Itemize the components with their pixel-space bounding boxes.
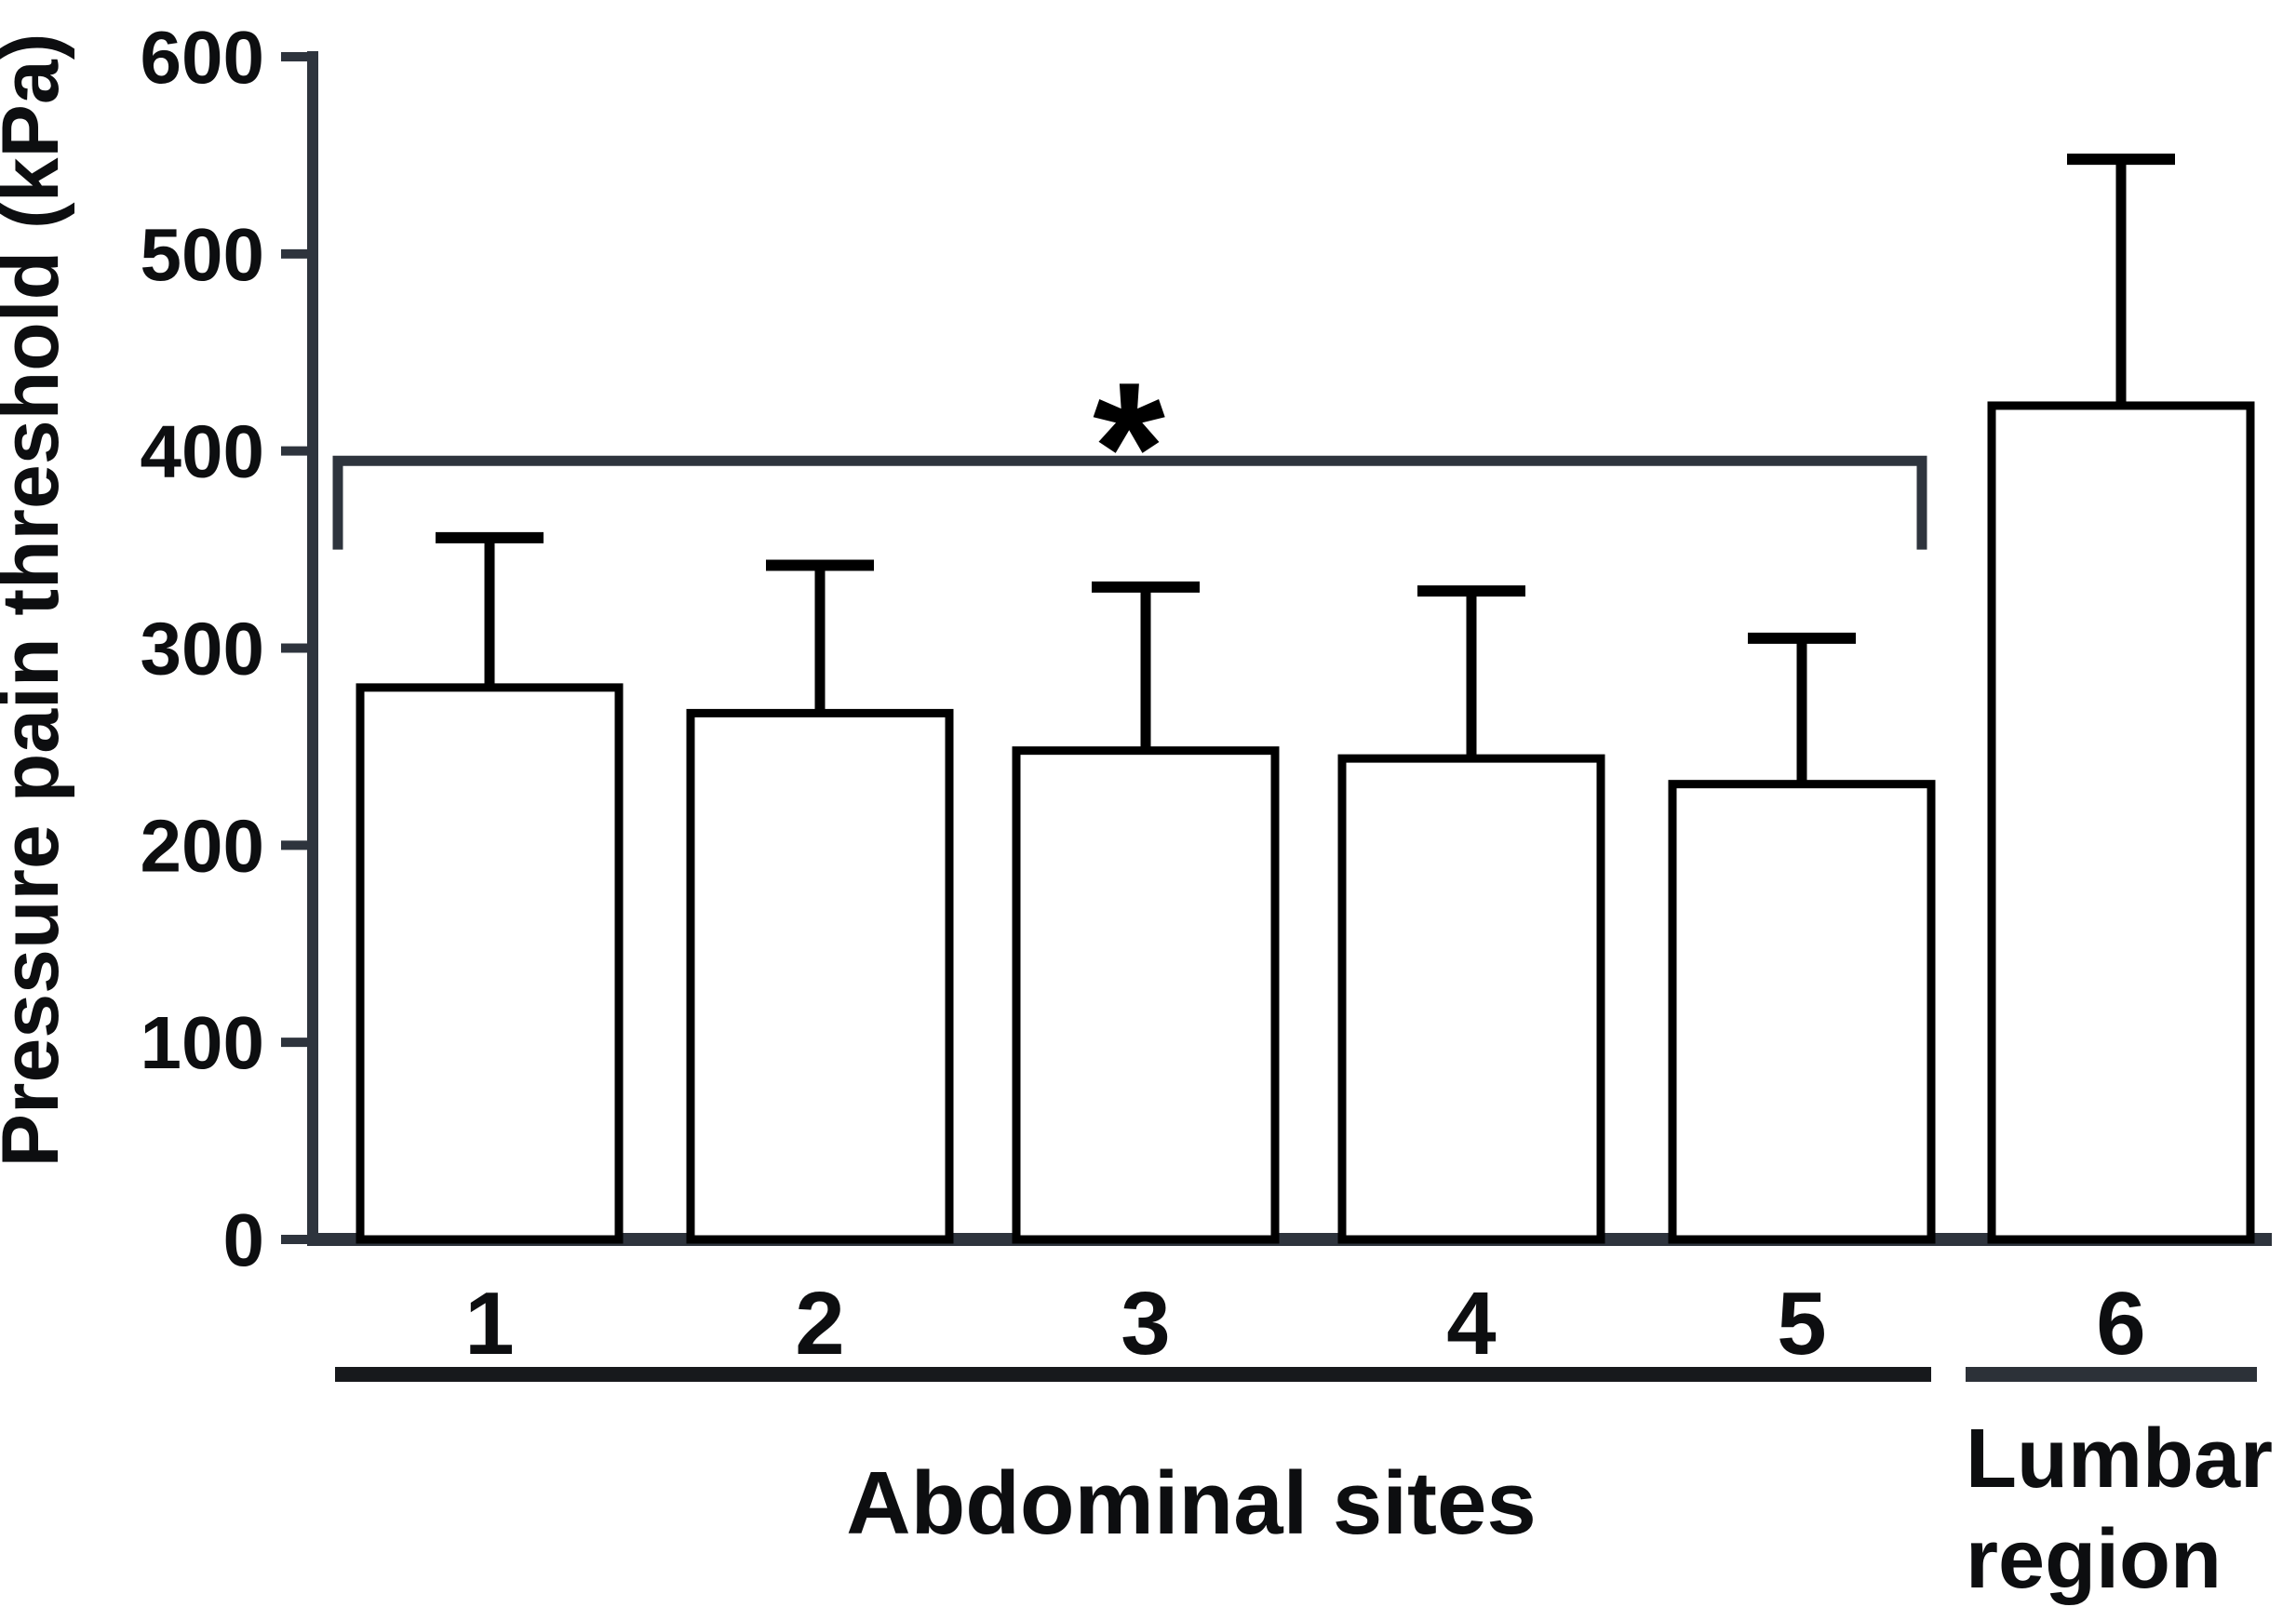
category-label-3: 3 [1121,1274,1170,1373]
lumbar-group-label: Lumbar region [1966,1413,2296,1606]
category-label-4: 4 [1446,1274,1496,1373]
y-tick-label: 200 [141,804,264,887]
bar-site-2 [686,708,954,1244]
category-label-5: 5 [1777,1274,1826,1373]
abdominal-group-label: Abdominal sites [846,1453,1536,1553]
bar-site-4 [1337,754,1605,1244]
y-axis-label: Pressure pain threshold (kPa) [0,33,75,1168]
bar-site-1 [356,683,624,1244]
bar-site-3 [1012,746,1280,1244]
y-tick-label: 100 [141,1001,264,1084]
y-tick-label: 400 [141,410,264,493]
significance-bracket [332,455,1927,550]
y-tick-label: 300 [141,608,264,690]
y-tick-label: 600 [141,16,264,99]
bar-site-5 [1668,780,1936,1244]
lumbar-group-label-line1: Lumbar [1966,1413,2273,1506]
y-tick-label: 500 [141,213,264,296]
bar-site-6 [1987,401,2255,1244]
category-label-6: 6 [2096,1274,2145,1373]
significance-asterisk: * [1093,344,1165,552]
bar-series: 1 2 3 4 5 6 [356,154,2255,1373]
category-label-1: 1 [464,1274,514,1373]
y-tick-label: 0 [223,1199,265,1281]
lumbar-group-label-line2: region [1966,1513,2222,1606]
y-axis-ticks: 0 100 200 300 400 500 600 [141,16,313,1281]
category-label-2: 2 [795,1274,844,1373]
